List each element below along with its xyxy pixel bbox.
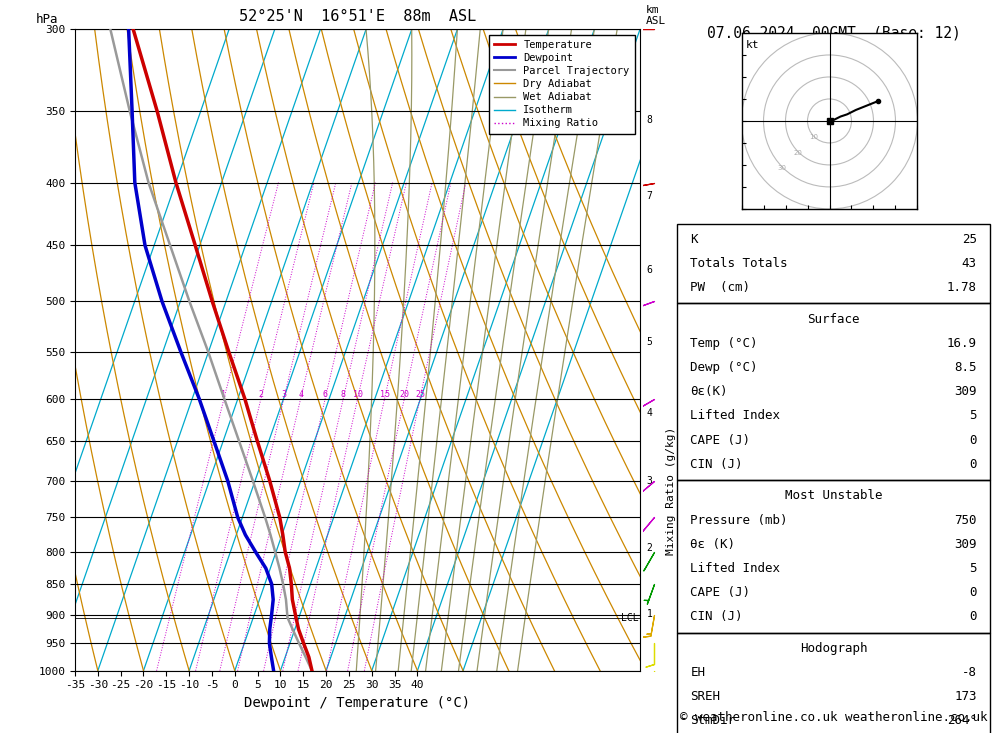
Text: EH: EH: [690, 666, 705, 679]
Text: hPa: hPa: [35, 13, 58, 26]
Legend: Temperature, Dewpoint, Parcel Trajectory, Dry Adiabat, Wet Adiabat, Isotherm, Mi: Temperature, Dewpoint, Parcel Trajectory…: [489, 34, 635, 133]
Text: CIN (J): CIN (J): [690, 611, 743, 623]
Text: 16.9: 16.9: [947, 337, 977, 350]
Text: CAPE (J): CAPE (J): [690, 434, 750, 446]
Text: 1.78: 1.78: [947, 281, 977, 294]
Text: Lifted Index: Lifted Index: [690, 562, 780, 575]
Text: 8: 8: [647, 115, 653, 125]
Text: LCL: LCL: [621, 613, 639, 622]
Text: Temp (°C): Temp (°C): [690, 337, 758, 350]
Text: 3: 3: [647, 476, 653, 487]
Text: 07.06.2024  00GMT  (Base: 12): 07.06.2024 00GMT (Base: 12): [707, 26, 960, 40]
Text: Most Unstable: Most Unstable: [785, 490, 882, 502]
Text: Dewp (°C): Dewp (°C): [690, 361, 758, 374]
Text: 0: 0: [969, 586, 977, 599]
Text: Lifted Index: Lifted Index: [690, 410, 780, 422]
Bar: [677, 480, 990, 633]
Text: 6: 6: [647, 265, 653, 276]
Text: -8: -8: [962, 666, 977, 679]
Text: 8: 8: [341, 389, 346, 399]
Text: 10: 10: [809, 134, 818, 140]
Text: Pressure (mb): Pressure (mb): [690, 514, 788, 526]
Text: 1: 1: [221, 389, 226, 399]
Text: 750: 750: [954, 514, 977, 526]
Text: Hodograph: Hodograph: [800, 642, 867, 655]
Text: 173: 173: [954, 690, 977, 703]
Text: θε (K): θε (K): [690, 538, 735, 550]
X-axis label: Dewpoint / Temperature (°C): Dewpoint / Temperature (°C): [244, 696, 471, 710]
Text: 25: 25: [415, 389, 425, 399]
Text: 7: 7: [647, 191, 653, 202]
Bar: [677, 303, 990, 480]
Bar: [677, 224, 990, 303]
Text: 2: 2: [258, 389, 263, 399]
Text: 20: 20: [399, 389, 409, 399]
Text: 0: 0: [969, 458, 977, 471]
Text: 0: 0: [969, 434, 977, 446]
Text: 309: 309: [954, 538, 977, 550]
Text: CIN (J): CIN (J): [690, 458, 743, 471]
Text: Surface: Surface: [807, 313, 860, 325]
Text: 15: 15: [380, 389, 390, 399]
Text: 10: 10: [353, 389, 363, 399]
Text: km
ASL: km ASL: [646, 4, 666, 26]
Text: 6: 6: [323, 389, 328, 399]
Text: 20: 20: [793, 150, 802, 155]
Text: SREH: SREH: [690, 690, 720, 703]
Text: 8.5: 8.5: [954, 361, 977, 374]
Text: 0: 0: [969, 611, 977, 623]
Text: 5: 5: [647, 337, 653, 347]
Text: 43: 43: [962, 257, 977, 270]
Text: Mixing Ratio (g/kg): Mixing Ratio (g/kg): [666, 427, 676, 555]
Text: 2: 2: [647, 543, 653, 553]
Text: 1: 1: [647, 609, 653, 619]
Text: 4: 4: [298, 389, 303, 399]
Text: StmDir: StmDir: [690, 715, 735, 727]
Bar: [677, 633, 990, 733]
Text: 309: 309: [954, 386, 977, 398]
Text: 264°: 264°: [947, 715, 977, 727]
Text: kt: kt: [746, 40, 759, 50]
Text: 25: 25: [962, 233, 977, 246]
Text: 5: 5: [969, 562, 977, 575]
Text: 4: 4: [647, 408, 653, 418]
Title: 52°25'N  16°51'E  88m  ASL: 52°25'N 16°51'E 88m ASL: [239, 9, 476, 24]
Text: 5: 5: [969, 410, 977, 422]
Text: 3: 3: [281, 389, 286, 399]
Text: © weatheronline.co.uk weatheronline.co.uk: © weatheronline.co.uk weatheronline.co.u…: [680, 711, 987, 724]
Text: CAPE (J): CAPE (J): [690, 586, 750, 599]
Text: θε(K): θε(K): [690, 386, 728, 398]
Text: Totals Totals: Totals Totals: [690, 257, 788, 270]
Text: PW  (cm): PW (cm): [690, 281, 750, 294]
Text: 30: 30: [778, 166, 787, 172]
Text: K: K: [690, 233, 698, 246]
